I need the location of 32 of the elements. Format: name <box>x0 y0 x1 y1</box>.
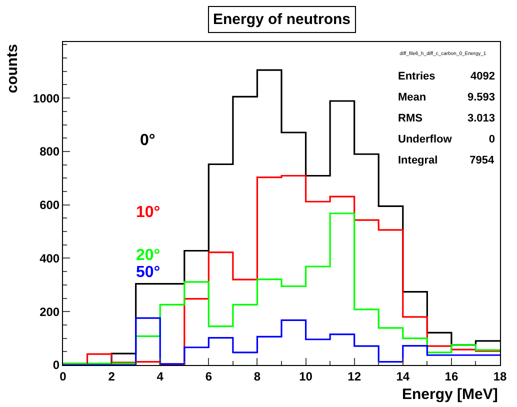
y-tick-label: 400 <box>40 251 60 266</box>
annotation: 7954 <box>470 154 495 166</box>
annotation: 3.013 <box>467 112 495 124</box>
text: 50° <box>136 264 160 281</box>
y-tick-label: 1000 <box>32 91 60 106</box>
annotation: Entries <box>398 70 436 82</box>
series-label: 20° <box>136 247 160 264</box>
text: 0° <box>140 132 156 149</box>
x-tick-label: 6 <box>205 369 212 384</box>
x-tick-label: 16 <box>444 369 458 384</box>
annotation: Mean <box>398 92 426 104</box>
y-tick-label: 0 <box>52 358 60 372</box>
x-tick-label: 10 <box>299 369 313 384</box>
x-tick-label: 4 <box>156 369 164 384</box>
x-tick-label: 14 <box>396 369 410 384</box>
x-axis-title: Energy [MeV] <box>402 386 498 403</box>
x-tick-label: 18 <box>493 369 507 384</box>
y-tick-label: 600 <box>40 198 60 212</box>
annotation: 4092 <box>470 70 495 82</box>
y-tick-label: 800 <box>40 144 60 159</box>
annotation: Integral <box>398 154 438 166</box>
text: 10° <box>136 204 160 221</box>
x-tick-label: 8 <box>254 369 261 384</box>
chart-title: Energy of neutrons <box>213 11 351 28</box>
annotation: Underflow <box>398 134 452 146</box>
annotation: 9.593 <box>467 92 495 104</box>
annotation: RMS <box>398 112 422 124</box>
y-tick-label: 200 <box>40 304 60 319</box>
x-tick-label: 12 <box>348 369 362 384</box>
x-tick-label: 2 <box>108 369 116 384</box>
y-axis-title: counts <box>4 44 22 94</box>
annotation: 0 <box>488 134 495 146</box>
